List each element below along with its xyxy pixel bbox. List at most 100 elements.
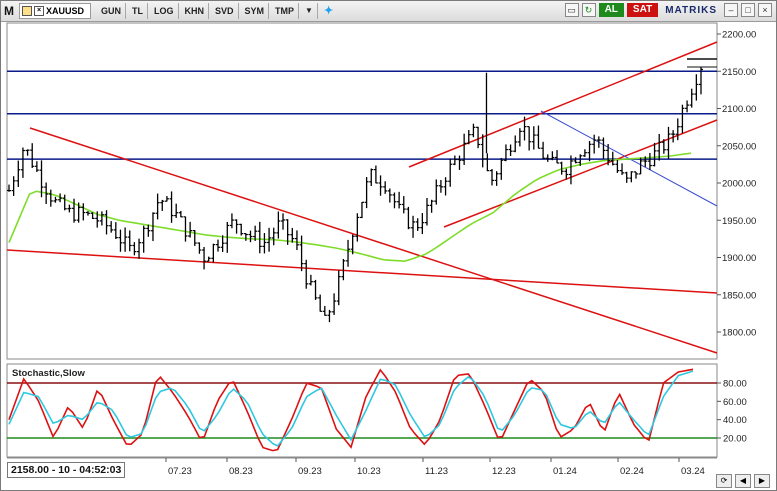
price-bar (271, 227, 276, 246)
sell-button[interactable]: SAT (626, 3, 659, 17)
price-tick-label: 1800.00 (722, 328, 756, 339)
price-bar (211, 243, 216, 263)
price-bar (123, 227, 128, 252)
price-bar (281, 213, 286, 230)
price-bar (285, 219, 290, 245)
price-bar (72, 198, 77, 223)
price-bar (373, 165, 378, 184)
date-tick-label: 03.24 (681, 466, 705, 477)
price-bar (150, 212, 155, 242)
twitter-icon[interactable]: ✦ (323, 5, 334, 17)
price-tick-label: 2050.00 (722, 141, 756, 152)
ma-path (8, 152, 692, 263)
price-bar (90, 212, 95, 220)
price-tick-label: 1900.00 (722, 253, 756, 264)
price-bars (7, 66, 703, 323)
price-bar (378, 175, 383, 196)
price-bar (517, 128, 522, 147)
price-bar (355, 213, 360, 242)
price-bar (336, 270, 341, 306)
sym-button[interactable]: SYM (241, 3, 270, 19)
date-tick-label: 12.23 (492, 466, 516, 477)
price-bar (568, 155, 573, 185)
price-bar (215, 239, 220, 252)
price-bar (638, 157, 643, 175)
price-bar (346, 239, 351, 267)
price-bar (369, 168, 374, 187)
price-bar (643, 156, 648, 167)
log-scale-button[interactable]: LOG (150, 3, 179, 19)
price-tick-label: 2200.00 (722, 30, 756, 41)
price-bar (513, 135, 518, 153)
price-bar (113, 222, 118, 239)
price-bar (104, 210, 109, 235)
tmp-button[interactable]: TMP (271, 3, 300, 19)
price-bar (253, 225, 258, 241)
price-bar (601, 137, 606, 159)
price-bar (169, 191, 174, 223)
price-bar (341, 258, 346, 281)
cursor-readout: 2158.00 - 10 - 04:52:03 (7, 462, 126, 478)
price-bar (257, 221, 262, 254)
price-bar (610, 151, 615, 166)
price-bar (192, 230, 197, 246)
price-tick-label: 1850.00 (722, 290, 756, 301)
moving-average-line (8, 152, 692, 263)
price-bar (508, 144, 513, 156)
price-bar (633, 171, 638, 179)
price-bar (647, 152, 652, 171)
price-bar (452, 155, 457, 166)
price-bar (401, 196, 406, 214)
brand-logo: MATRIKS (665, 4, 717, 16)
scroll-left-icon[interactable]: ◀ (735, 474, 751, 488)
period-daily-button[interactable]: GUN (97, 3, 127, 19)
price-bar (39, 160, 44, 198)
svd-button[interactable]: SVD (211, 3, 239, 19)
price-bar (183, 216, 188, 242)
price-bar (30, 143, 35, 168)
refresh-icon[interactable]: ↻ (581, 3, 596, 17)
stoch-title: Stochastic,Slow (12, 368, 85, 379)
stoch-lines (8, 368, 694, 452)
date-tick-label: 08.23 (229, 466, 253, 477)
stoch-tick-label: 60.00 (723, 397, 747, 408)
menu-button[interactable]: M (4, 4, 14, 18)
price-bar (350, 234, 355, 255)
price-bar (424, 198, 429, 226)
price-bar (188, 221, 193, 238)
currency-tl-button[interactable]: TL (128, 3, 149, 19)
price-bar (164, 196, 169, 202)
dropdown-arrow-icon[interactable]: ▼ (301, 3, 318, 19)
price-bar (146, 224, 151, 237)
price-bar (564, 168, 569, 180)
price-bar (99, 211, 104, 226)
date-tick-label: 11.23 (425, 466, 448, 477)
price-bar (494, 171, 499, 186)
price-bar (415, 218, 420, 231)
sync-icon[interactable]: ⟳ (716, 474, 732, 488)
buy-button[interactable]: AL (598, 3, 624, 17)
maximize-icon[interactable]: □ (741, 3, 755, 17)
price-bar (680, 104, 685, 134)
scroll-right-icon[interactable]: ▶ (754, 474, 770, 488)
price-bar (234, 219, 239, 234)
symbol-selector[interactable]: × XAUUSD (19, 3, 92, 19)
khn-button[interactable]: KHN (181, 3, 210, 19)
price-bar (471, 123, 476, 138)
symbol-icon (22, 6, 32, 16)
close-icon[interactable]: × (758, 3, 772, 17)
price-bar (364, 177, 369, 209)
minimize-icon[interactable]: – (724, 3, 738, 17)
price-bar (555, 150, 560, 164)
window-icon[interactable]: ▭ (564, 3, 579, 17)
price-bar (383, 181, 388, 194)
price-bar (392, 192, 397, 209)
main-panel-frame (6, 22, 718, 360)
price-bar (127, 230, 132, 252)
price-bar (62, 194, 67, 211)
price-bar (118, 229, 123, 252)
price-bar (160, 199, 165, 211)
price-bar (294, 230, 299, 251)
price-bar (541, 141, 546, 159)
